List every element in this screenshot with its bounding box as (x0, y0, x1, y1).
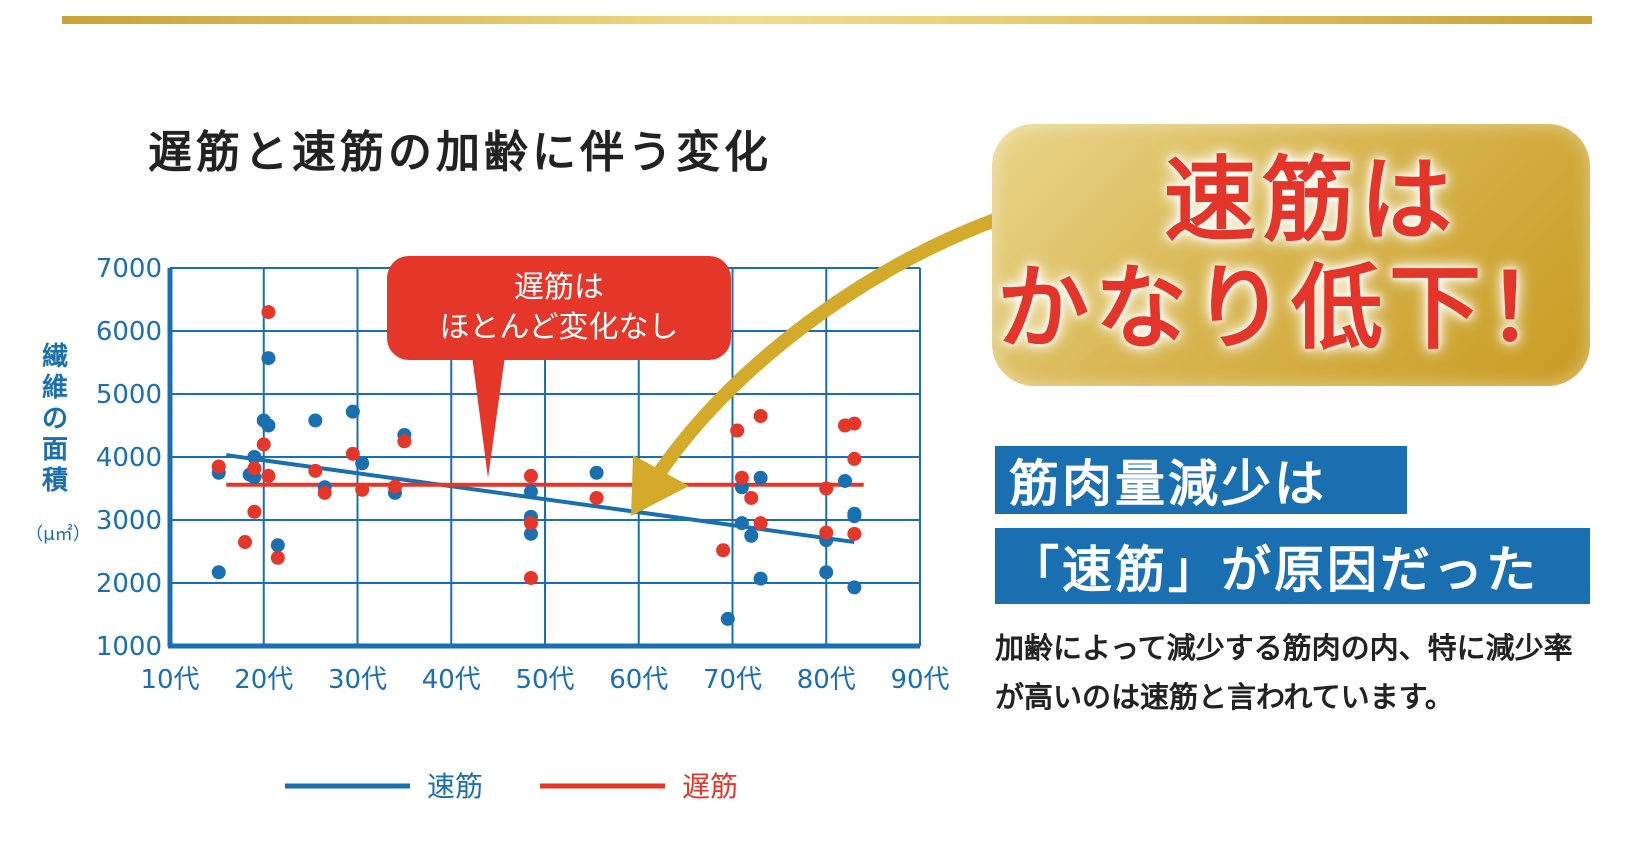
x-tick-label: 30代 (328, 665, 387, 695)
x-tick-label: 70代 (703, 665, 762, 695)
fast-point (211, 565, 226, 580)
gold-arrow (631, 213, 1002, 516)
fast-point (753, 571, 768, 586)
slow-point (523, 570, 538, 585)
fast-trend-line (225, 453, 855, 545)
fast-point (847, 580, 862, 595)
slow-point (819, 525, 834, 540)
callout-line-2: ほとんど変化なし (439, 310, 679, 345)
fast-point (247, 450, 262, 464)
slow-point (211, 459, 226, 474)
slow-point (308, 463, 323, 478)
y-tick-label: 4000 (96, 443, 162, 473)
slow-point (270, 550, 285, 565)
fast-muscle-highlight-box: 速筋は かなり低下！ (992, 124, 1590, 386)
slow-point (819, 481, 834, 496)
slow-point (261, 305, 276, 320)
y-tick-label: 1000 (96, 632, 162, 662)
gold-arrow-shaft (653, 213, 1002, 479)
body-text: 加齢によって減少する筋肉の内、特に減少率が高いのは速筋と言われています。 (995, 631, 1573, 714)
fast-point (838, 473, 852, 488)
fast-point (345, 404, 360, 419)
fast-point (355, 456, 370, 471)
fast-point (523, 526, 538, 541)
data-points (211, 305, 862, 626)
fast-point (261, 418, 276, 433)
slow-point (388, 479, 402, 494)
slow-point (734, 470, 749, 485)
slow-muscle-callout: 遅筋は ほとんど変化なし (387, 256, 731, 360)
fast-point (744, 528, 759, 543)
slow-point (523, 516, 538, 531)
legend-label: 速筋 (427, 770, 483, 803)
fast-point (720, 611, 735, 626)
x-tick-label: 40代 (422, 665, 481, 695)
fast-point (819, 565, 834, 580)
y-axis-unit: （μ㎡） (25, 524, 91, 545)
slow-point (247, 461, 262, 476)
callout-pointer (472, 356, 505, 478)
slow-point (256, 437, 271, 452)
y-tick-label: 6000 (96, 317, 162, 347)
fast-point (734, 516, 749, 531)
slow-point (753, 516, 768, 531)
slow-point (753, 409, 768, 424)
fast-point (753, 470, 768, 485)
y-tick-label: 5000 (96, 380, 162, 410)
slow-point (716, 543, 731, 558)
slow-point (847, 451, 862, 466)
trend-lines (225, 453, 864, 545)
y-axis-label: 繊維の面積 (41, 342, 68, 496)
highlight-line-1: 速筋は (1163, 147, 1458, 254)
slow-point (523, 468, 538, 483)
fast-point (261, 351, 276, 366)
tick-labels: 1000 2000 3000 4000 5000 6000 7000 10代 20代 30代 40代… (96, 254, 950, 695)
slow-point (589, 490, 604, 505)
y-tick-label: 2000 (96, 569, 162, 599)
fast-point (308, 413, 323, 428)
fast-point (270, 538, 285, 553)
slow-point (847, 416, 862, 431)
callout-tail (472, 356, 505, 478)
y-tick-label: 3000 (96, 506, 162, 536)
slow-point (261, 468, 276, 483)
x-tick-label: 60代 (609, 665, 668, 695)
x-tick-label: 90代 (890, 665, 949, 695)
banner-line-1: 筋肉量減少は (995, 446, 1407, 514)
slow-point (847, 526, 862, 541)
top-decorative-rule (62, 16, 1592, 24)
slow-point (397, 434, 412, 449)
fast-point (589, 465, 604, 480)
slow-point (355, 482, 370, 497)
slow-point (730, 423, 745, 438)
slow-point (247, 504, 262, 519)
chart-title: 遅筋と速筋の加齢に伴う変化 (148, 127, 772, 178)
slow-point (317, 485, 332, 500)
highlight-line-2: かなり低下！ (996, 255, 1585, 362)
callout-line-1: 遅筋は (514, 270, 604, 305)
fast-point (523, 484, 538, 499)
x-tick-label: 10代 (140, 665, 199, 695)
banner-line-2: 「速筋」が原因だった (995, 528, 1590, 604)
x-tick-label: 50代 (515, 665, 574, 695)
gold-arrow-head (631, 455, 689, 516)
slow-point (345, 446, 360, 461)
legend-label: 遅筋 (682, 770, 738, 803)
x-tick-label: 80代 (797, 665, 856, 695)
x-tick-label: 20代 (234, 665, 293, 695)
y-tick-label: 7000 (96, 254, 162, 284)
slow-point (238, 535, 252, 550)
chart-legend: 速筋 遅筋 (285, 770, 738, 803)
slow-point (744, 490, 759, 505)
fast-point (847, 509, 862, 524)
